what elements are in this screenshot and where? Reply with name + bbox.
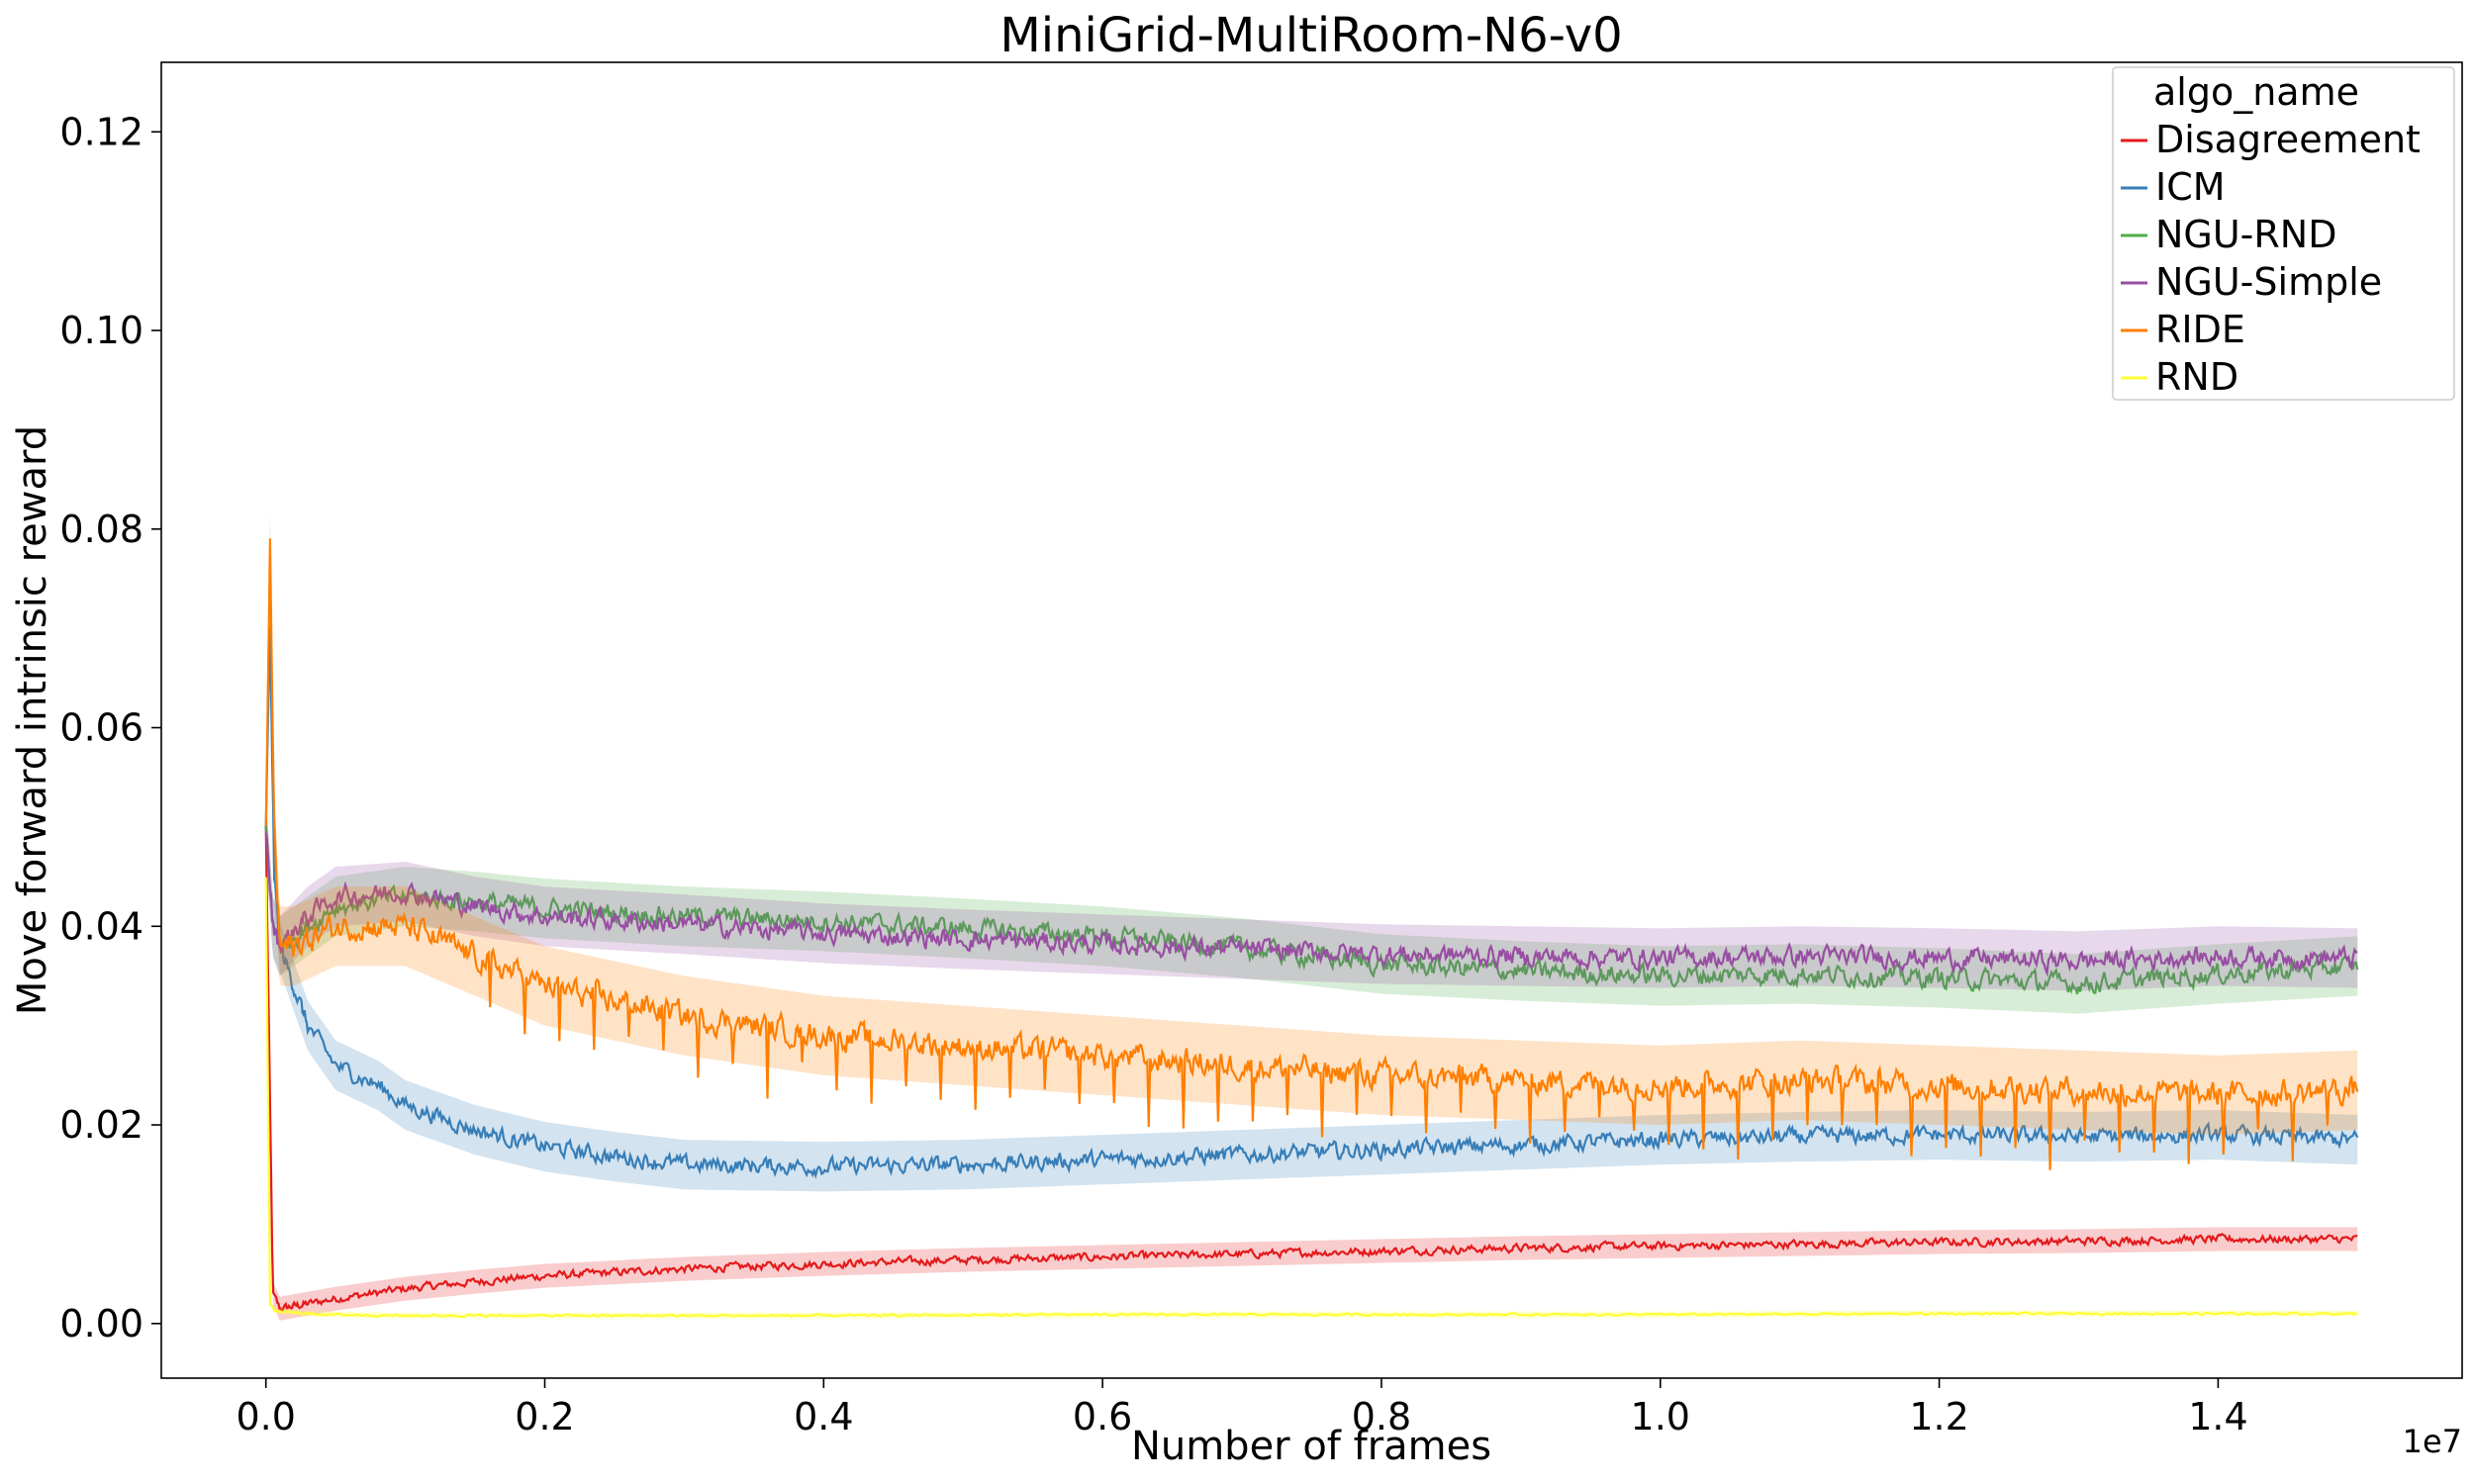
series-band-ride xyxy=(265,509,2358,1135)
legend-label: Disagreement xyxy=(2155,118,2421,161)
series-band-disagreement xyxy=(265,814,2358,1321)
y-tick-label: 0.06 xyxy=(59,706,143,750)
legend-label: RND xyxy=(2155,355,2238,399)
series-line-rnd xyxy=(264,877,2358,1319)
y-tick-label: 0.08 xyxy=(59,508,143,551)
legend-title: algo_name xyxy=(2153,70,2359,114)
x-axis-offset-label: 1e7 xyxy=(2403,1423,2462,1460)
x-tick-label: 0.8 xyxy=(1352,1395,1411,1438)
series-line-ride xyxy=(264,538,2359,1170)
x-tick-label: 0.6 xyxy=(1073,1395,1132,1438)
series-band-ngu-rnd xyxy=(265,796,2358,1014)
x-tick-label: 0.2 xyxy=(515,1395,574,1438)
y-axis-label: Move forward intrinsic reward xyxy=(10,425,55,1015)
y-axis: 0.00 0.02 0.04 0.06 0.08 0.10 0.12 xyxy=(59,110,161,1345)
series-line-disagreement xyxy=(264,825,2358,1313)
legend: algo_name DisagreementICMNGU-RNDNGU-Simp… xyxy=(2112,66,2455,401)
x-axis: 0.0 0.2 0.4 0.6 0.8 1.0 1.2 1.4 xyxy=(236,1378,2248,1438)
legend-label: NGU-Simple xyxy=(2155,260,2382,304)
x-tick-label: 1.0 xyxy=(1631,1395,1690,1438)
plot-area xyxy=(160,61,2463,1379)
y-tick-label: 0.12 xyxy=(59,110,143,153)
series-band-ngu-simple xyxy=(265,796,2358,991)
x-tick-label: 0.4 xyxy=(794,1395,853,1438)
x-axis-label: Number of frames xyxy=(1131,1424,1491,1469)
x-tick-label: 1.2 xyxy=(1909,1395,1968,1438)
x-tick-label: 1.4 xyxy=(2188,1395,2247,1438)
legend-frame xyxy=(2112,66,2455,401)
series-line-icm xyxy=(264,625,2359,1179)
legend-label: RIDE xyxy=(2155,308,2245,351)
plot-frame xyxy=(160,61,2463,1379)
y-tick-label: 0.02 xyxy=(59,1103,143,1147)
legend-label: ICM xyxy=(2155,165,2226,209)
y-tick-label: 0.04 xyxy=(59,904,143,948)
y-tick-label: 0.00 xyxy=(59,1302,143,1345)
legend-label: NGU-RND xyxy=(2155,213,2337,256)
series-line-ngu-simple xyxy=(264,832,2358,977)
x-tick-label: 0.0 xyxy=(236,1395,295,1438)
series-layer xyxy=(264,509,2359,1321)
chart-title: MiniGrid-MultiRoom-N6-v0 xyxy=(999,8,1622,63)
y-tick-label: 0.10 xyxy=(59,309,143,352)
